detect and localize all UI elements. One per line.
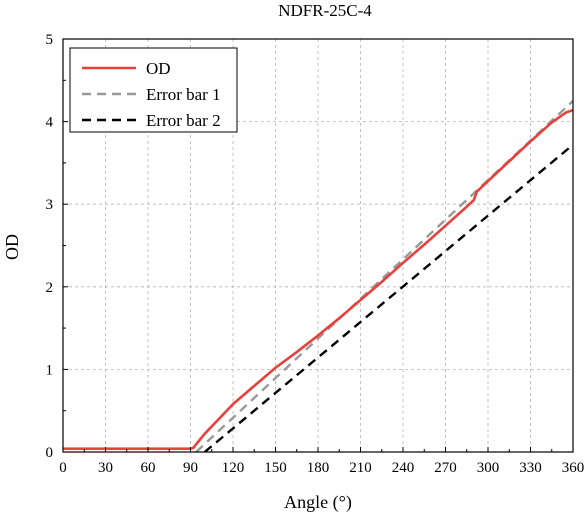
y-tick-label: 1 (46, 362, 54, 378)
x-tick-label: 60 (141, 460, 156, 476)
x-tick-label: 0 (59, 460, 67, 476)
x-tick-label: 240 (392, 460, 415, 476)
y-tick-label: 3 (46, 197, 54, 213)
y-tick-label: 2 (46, 280, 54, 296)
y-axis-title: OD (2, 234, 22, 260)
legend-label: OD (146, 59, 171, 78)
tick-layer: 0 30 60 90 120 150 180 210 240 270 300 330 360 0 1 2 3 4 5 (46, 32, 585, 476)
x-tick-label: 90 (183, 460, 198, 476)
series-line-error-bar-2 (203, 143, 574, 453)
series-line-error-bar-1 (195, 100, 574, 453)
legend: OD Error bar 1 Error bar 2 (69, 47, 238, 133)
y-tick-label: 5 (46, 32, 54, 48)
series-layer (63, 100, 574, 453)
x-tick-label: 120 (222, 460, 245, 476)
x-axis-title: Angle (°) (284, 492, 352, 513)
y-tick-label: 4 (46, 115, 54, 131)
x-tick-label: 150 (264, 460, 287, 476)
x-tick-label: 270 (434, 460, 457, 476)
x-tick-label: 180 (307, 460, 330, 476)
x-tick-label: 30 (98, 460, 113, 476)
legend-box (69, 47, 238, 133)
x-tick-label: 330 (519, 460, 542, 476)
x-tick-label: 210 (349, 460, 372, 476)
y-tick-label: 0 (46, 445, 54, 461)
legend-label: Error bar 1 (146, 85, 221, 104)
x-tick-label: 360 (562, 460, 585, 476)
legend-label: Error bar 2 (146, 111, 221, 130)
chart-title: NDFR-25C-4 (278, 1, 372, 20)
x-tick-label: 300 (477, 460, 500, 476)
series-line-od (63, 108, 574, 451)
